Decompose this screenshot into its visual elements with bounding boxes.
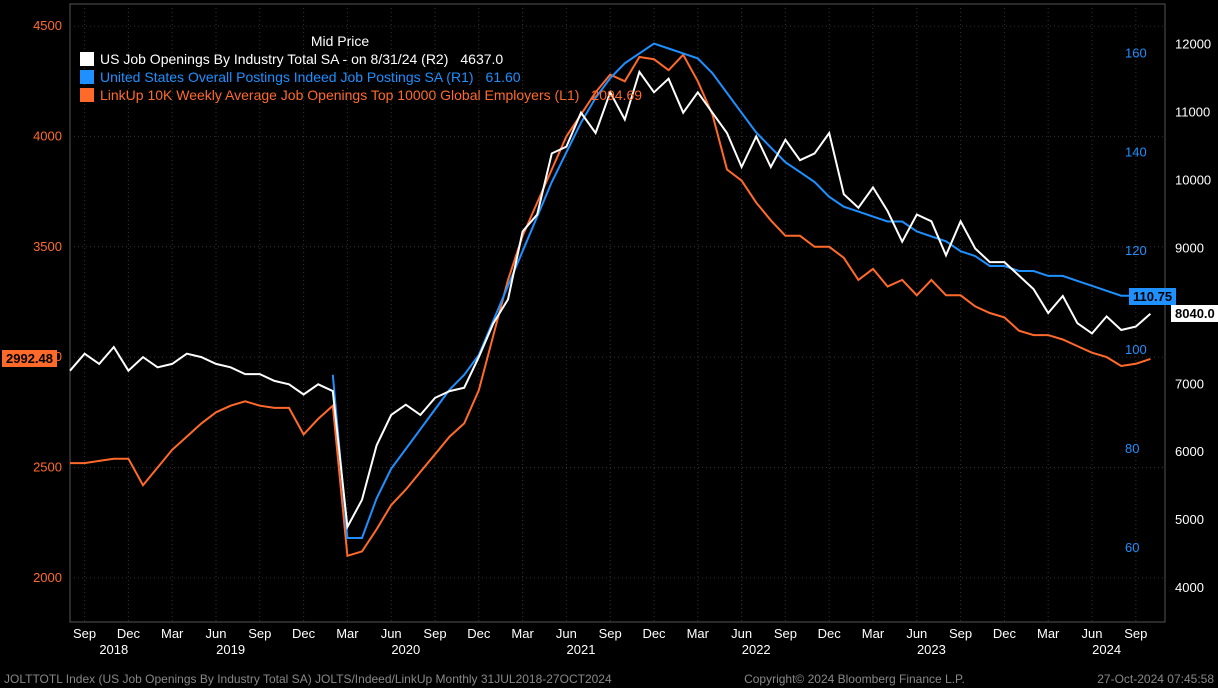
legend: Mid Price US Job Openings By Industry To… bbox=[80, 32, 642, 104]
footer: JOLTTOTL Index (US Job Openings By Indus… bbox=[0, 670, 1218, 688]
legend-row: United States Overall Postings Indeed Jo… bbox=[80, 68, 642, 86]
legend-row: US Job Openings By Industry Total SA - o… bbox=[80, 50, 642, 68]
svg-text:Jun: Jun bbox=[556, 626, 577, 641]
svg-text:Dec: Dec bbox=[818, 626, 842, 641]
legend-swatch bbox=[80, 88, 94, 102]
legend-label: United States Overall Postings Indeed Jo… bbox=[100, 68, 474, 86]
svg-text:Sep: Sep bbox=[599, 626, 622, 641]
footer-timestamp: 27-Oct-2024 07:45:58 bbox=[1097, 672, 1214, 686]
svg-text:Jun: Jun bbox=[1082, 626, 1103, 641]
legend-label: LinkUp 10K Weekly Average Job Openings T… bbox=[100, 86, 579, 104]
svg-text:2023: 2023 bbox=[917, 642, 946, 657]
svg-text:6000: 6000 bbox=[1175, 444, 1204, 459]
last-price-r2: 8040.0 bbox=[1171, 305, 1218, 322]
svg-text:Dec: Dec bbox=[993, 626, 1017, 641]
legend-row: LinkUp 10K Weekly Average Job Openings T… bbox=[80, 86, 642, 104]
svg-text:Mar: Mar bbox=[336, 626, 359, 641]
svg-text:Mar: Mar bbox=[511, 626, 534, 641]
svg-text:2020: 2020 bbox=[391, 642, 420, 657]
svg-text:5000: 5000 bbox=[1175, 512, 1204, 527]
svg-text:Sep: Sep bbox=[949, 626, 972, 641]
svg-text:Jun: Jun bbox=[731, 626, 752, 641]
svg-text:2022: 2022 bbox=[742, 642, 771, 657]
svg-text:Dec: Dec bbox=[467, 626, 491, 641]
svg-text:2024: 2024 bbox=[1092, 642, 1121, 657]
legend-swatch bbox=[80, 70, 94, 84]
svg-text:4500: 4500 bbox=[33, 18, 62, 33]
svg-text:10000: 10000 bbox=[1175, 173, 1211, 188]
svg-text:80: 80 bbox=[1125, 441, 1139, 456]
svg-text:9000: 9000 bbox=[1175, 240, 1204, 255]
svg-text:4000: 4000 bbox=[33, 128, 62, 143]
legend-value: 2094.69 bbox=[591, 86, 642, 104]
svg-text:Dec: Dec bbox=[117, 626, 141, 641]
legend-value: 4637.0 bbox=[460, 50, 503, 68]
chart-title: Mid Price bbox=[80, 32, 600, 50]
svg-text:Sep: Sep bbox=[774, 626, 797, 641]
svg-text:Sep: Sep bbox=[423, 626, 446, 641]
svg-text:Mar: Mar bbox=[687, 626, 710, 641]
svg-text:140: 140 bbox=[1125, 144, 1147, 159]
svg-text:Mar: Mar bbox=[1037, 626, 1060, 641]
svg-text:4000: 4000 bbox=[1175, 580, 1204, 595]
svg-text:Mar: Mar bbox=[862, 626, 885, 641]
footer-copyright: Copyright© 2024 Bloomberg Finance L.P. bbox=[744, 672, 965, 686]
svg-text:12000: 12000 bbox=[1175, 37, 1211, 52]
svg-text:7000: 7000 bbox=[1175, 376, 1204, 391]
svg-text:Mar: Mar bbox=[161, 626, 184, 641]
svg-text:60: 60 bbox=[1125, 540, 1139, 555]
svg-text:Jun: Jun bbox=[206, 626, 227, 641]
svg-text:2500: 2500 bbox=[33, 460, 62, 475]
last-price-r1: 110.75 bbox=[1129, 288, 1176, 305]
svg-text:Dec: Dec bbox=[292, 626, 316, 641]
svg-text:Sep: Sep bbox=[1124, 626, 1147, 641]
series-indeed-r1 bbox=[333, 44, 1151, 538]
svg-text:Jun: Jun bbox=[906, 626, 927, 641]
svg-text:11000: 11000 bbox=[1175, 105, 1210, 120]
svg-text:Sep: Sep bbox=[73, 626, 96, 641]
svg-text:2019: 2019 bbox=[216, 642, 245, 657]
footer-left: JOLTTOTL Index (US Job Openings By Indus… bbox=[4, 672, 612, 686]
svg-text:Dec: Dec bbox=[642, 626, 666, 641]
legend-swatch bbox=[80, 52, 94, 66]
svg-text:160: 160 bbox=[1125, 45, 1147, 60]
svg-text:Sep: Sep bbox=[248, 626, 271, 641]
last-price-l1: 2992.48 bbox=[2, 350, 57, 367]
svg-text:3500: 3500 bbox=[33, 239, 62, 254]
svg-text:2021: 2021 bbox=[567, 642, 596, 657]
chart-container: { "title": "Mid Price", "legend": [ {"co… bbox=[0, 0, 1218, 688]
legend-value: 61.60 bbox=[486, 68, 521, 86]
svg-text:2000: 2000 bbox=[33, 570, 62, 585]
svg-text:2018: 2018 bbox=[99, 642, 128, 657]
svg-text:Jun: Jun bbox=[381, 626, 402, 641]
svg-text:100: 100 bbox=[1125, 342, 1147, 357]
svg-text:120: 120 bbox=[1125, 243, 1147, 258]
legend-label: US Job Openings By Industry Total SA - o… bbox=[100, 50, 448, 68]
